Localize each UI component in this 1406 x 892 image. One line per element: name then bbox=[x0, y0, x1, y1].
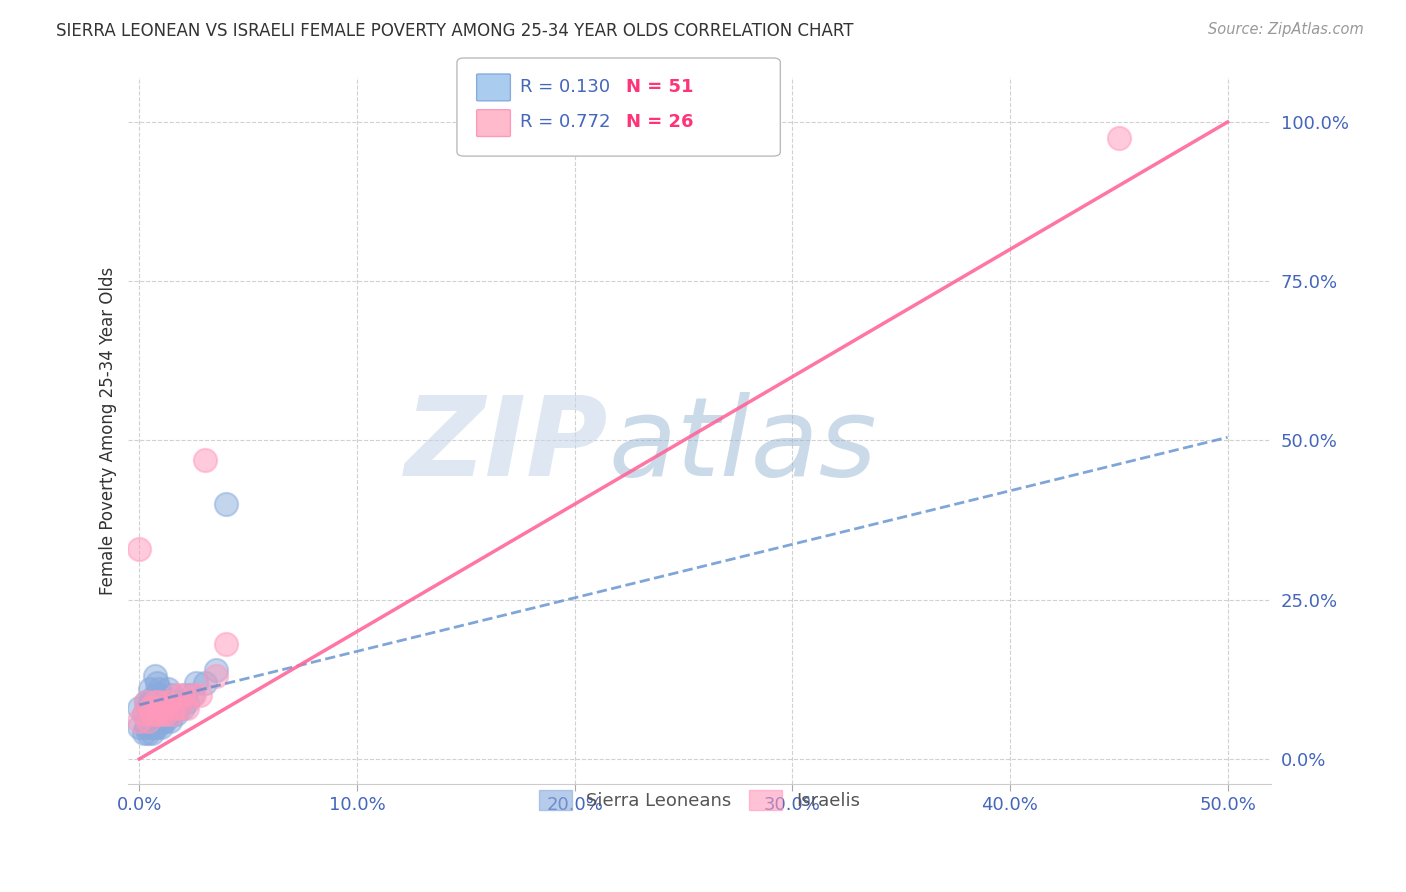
Text: Source: ZipAtlas.com: Source: ZipAtlas.com bbox=[1208, 22, 1364, 37]
Point bbox=[160, 707, 183, 722]
Point bbox=[152, 714, 174, 728]
Point bbox=[176, 701, 198, 715]
Point bbox=[148, 701, 170, 715]
Point bbox=[143, 688, 166, 702]
Point bbox=[143, 720, 166, 734]
Text: atlas: atlas bbox=[609, 392, 877, 499]
Point bbox=[136, 714, 159, 728]
Point bbox=[128, 714, 150, 728]
Point bbox=[159, 714, 181, 728]
Text: SIERRA LEONEAN VS ISRAELI FEMALE POVERTY AMONG 25-34 YEAR OLDS CORRELATION CHART: SIERRA LEONEAN VS ISRAELI FEMALE POVERTY… bbox=[56, 22, 853, 40]
Point bbox=[194, 452, 217, 467]
Text: ZIP: ZIP bbox=[405, 392, 609, 499]
Point bbox=[156, 707, 179, 722]
Point bbox=[152, 695, 174, 709]
Point bbox=[150, 707, 173, 722]
Point bbox=[215, 497, 238, 511]
Point bbox=[215, 637, 238, 651]
Point bbox=[165, 707, 187, 722]
Point bbox=[170, 695, 193, 709]
Point bbox=[139, 681, 162, 696]
Point bbox=[160, 707, 183, 722]
Point bbox=[163, 701, 186, 715]
Point bbox=[160, 688, 183, 702]
Point bbox=[143, 695, 166, 709]
Point bbox=[180, 688, 202, 702]
Y-axis label: Female Poverty Among 25-34 Year Olds: Female Poverty Among 25-34 Year Olds bbox=[100, 267, 117, 595]
Point bbox=[145, 675, 167, 690]
Point bbox=[159, 695, 181, 709]
Point bbox=[135, 695, 157, 709]
Point bbox=[132, 726, 155, 740]
Point bbox=[163, 701, 186, 715]
Point bbox=[139, 720, 162, 734]
Point bbox=[150, 707, 173, 722]
Text: R = 0.772: R = 0.772 bbox=[520, 113, 610, 131]
Point bbox=[155, 707, 177, 722]
Point bbox=[194, 675, 217, 690]
Point bbox=[135, 695, 157, 709]
Point bbox=[188, 688, 211, 702]
Point bbox=[148, 695, 170, 709]
Point bbox=[141, 707, 163, 722]
Text: N = 51: N = 51 bbox=[626, 78, 693, 95]
Point bbox=[150, 688, 173, 702]
Point bbox=[174, 688, 197, 702]
Point bbox=[156, 695, 179, 709]
Point bbox=[155, 695, 177, 709]
Point bbox=[165, 688, 187, 702]
Point bbox=[132, 707, 155, 722]
Point bbox=[204, 669, 226, 683]
Point bbox=[1108, 131, 1130, 145]
Point bbox=[128, 720, 150, 734]
Point bbox=[128, 541, 150, 556]
Point bbox=[172, 701, 194, 715]
Point bbox=[136, 726, 159, 740]
Point bbox=[184, 675, 207, 690]
Point bbox=[156, 681, 179, 696]
Point bbox=[145, 720, 167, 734]
Point bbox=[141, 714, 163, 728]
Point bbox=[139, 701, 162, 715]
Text: R = 0.130: R = 0.130 bbox=[520, 78, 610, 95]
Point bbox=[139, 707, 162, 722]
Point bbox=[141, 695, 163, 709]
Point bbox=[128, 701, 150, 715]
Point bbox=[143, 669, 166, 683]
Point bbox=[135, 720, 157, 734]
Point bbox=[167, 701, 190, 715]
Point bbox=[143, 707, 166, 722]
Point bbox=[136, 701, 159, 715]
Point bbox=[141, 726, 163, 740]
Point bbox=[132, 707, 155, 722]
Text: N = 26: N = 26 bbox=[626, 113, 693, 131]
Point bbox=[136, 714, 159, 728]
Point bbox=[183, 688, 205, 702]
Point bbox=[150, 720, 173, 734]
Point bbox=[139, 695, 162, 709]
Point bbox=[155, 714, 177, 728]
Point bbox=[176, 695, 198, 709]
Point bbox=[167, 701, 190, 715]
Point bbox=[148, 681, 170, 696]
Legend: Sierra Leoneans, Israelis: Sierra Leoneans, Israelis bbox=[524, 775, 875, 825]
Point bbox=[145, 701, 167, 715]
Point bbox=[204, 663, 226, 677]
Point bbox=[145, 707, 167, 722]
Point bbox=[172, 688, 194, 702]
Point bbox=[152, 701, 174, 715]
Point bbox=[148, 714, 170, 728]
